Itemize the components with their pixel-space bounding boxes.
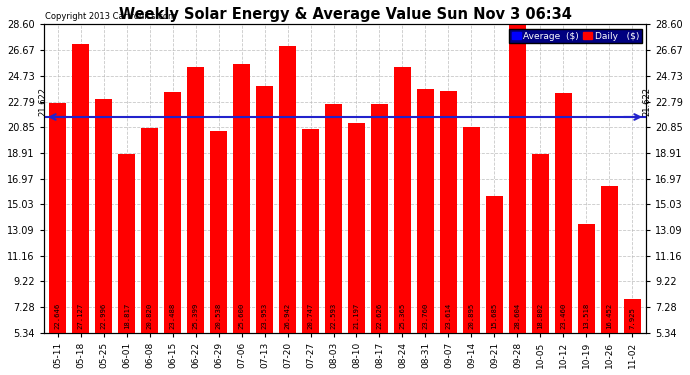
Title: Weekly Solar Energy & Average Value Sun Nov 3 06:34: Weekly Solar Energy & Average Value Sun … (119, 7, 571, 22)
Bar (141, 128, 158, 333)
Bar (532, 154, 549, 333)
Text: 21.622: 21.622 (39, 87, 48, 116)
Bar (49, 104, 66, 333)
Bar (578, 224, 595, 333)
Text: 20.820: 20.820 (146, 303, 152, 329)
Bar (279, 46, 296, 333)
Text: 25.399: 25.399 (193, 303, 199, 329)
Text: 23.614: 23.614 (446, 303, 451, 329)
Bar (325, 104, 342, 333)
Bar (187, 67, 204, 333)
Text: 18.802: 18.802 (538, 303, 544, 329)
Legend: Average  ($), Daily   ($): Average ($), Daily ($) (509, 29, 642, 44)
Text: 26.942: 26.942 (284, 303, 290, 329)
Bar (72, 44, 89, 333)
Text: 28.604: 28.604 (515, 303, 520, 329)
Text: 7.925: 7.925 (629, 307, 635, 329)
Text: 22.626: 22.626 (377, 303, 382, 329)
Bar (256, 86, 273, 333)
Bar (509, 24, 526, 333)
Bar (233, 64, 250, 333)
Text: 20.895: 20.895 (469, 303, 475, 329)
Bar (348, 123, 365, 333)
Text: 23.460: 23.460 (560, 303, 566, 329)
Text: 18.817: 18.817 (124, 303, 130, 329)
Bar (394, 68, 411, 333)
Text: Copyright 2013 Cartronics.com: Copyright 2013 Cartronics.com (45, 12, 176, 21)
Text: 25.600: 25.600 (239, 303, 244, 329)
Bar (417, 88, 434, 333)
Bar (95, 99, 112, 333)
Bar (486, 196, 503, 333)
Text: 20.538: 20.538 (215, 303, 221, 329)
Bar (440, 91, 457, 333)
Text: 23.488: 23.488 (170, 303, 175, 329)
Bar (371, 104, 388, 333)
Text: 25.365: 25.365 (400, 303, 406, 329)
Bar (302, 129, 319, 333)
Text: 23.953: 23.953 (262, 303, 268, 329)
Bar (210, 131, 227, 333)
Bar (164, 92, 181, 333)
Text: 13.518: 13.518 (583, 303, 589, 329)
Text: 16.452: 16.452 (607, 303, 612, 329)
Bar (601, 186, 618, 333)
Text: 22.646: 22.646 (55, 303, 61, 329)
Text: 22.996: 22.996 (101, 303, 107, 329)
Text: 21.622: 21.622 (642, 87, 651, 116)
Bar (463, 127, 480, 333)
Text: 20.747: 20.747 (308, 303, 313, 329)
Text: 21.197: 21.197 (353, 303, 359, 329)
Text: 22.593: 22.593 (331, 303, 337, 329)
Bar (555, 93, 572, 333)
Bar (624, 298, 641, 333)
Text: 15.685: 15.685 (491, 303, 497, 329)
Text: 27.127: 27.127 (78, 303, 83, 329)
Bar (118, 154, 135, 333)
Text: 23.760: 23.760 (422, 303, 428, 329)
